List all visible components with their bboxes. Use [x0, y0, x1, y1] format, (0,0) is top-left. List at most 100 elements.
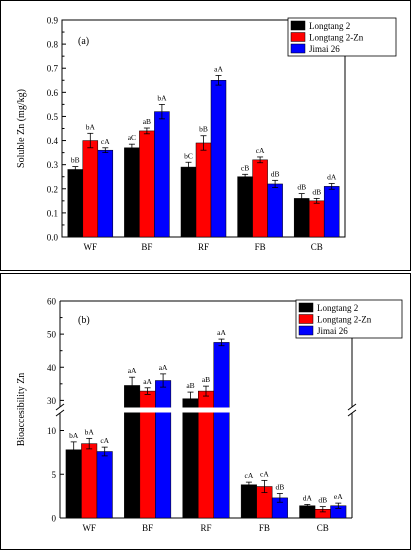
- y-tick-label-a: 0.0: [47, 233, 59, 243]
- legend-swatch-a: [290, 20, 306, 31]
- axis-break-mark-b: [55, 403, 65, 411]
- y-tick-label-a: 0.6: [47, 88, 59, 98]
- panel-label-b: (b): [78, 315, 90, 326]
- data-label-a: aB: [143, 117, 151, 126]
- y-tick-label-a: 0.1: [47, 208, 58, 218]
- bar-b: [65, 449, 82, 519]
- panel-b-chart: 30 40 50 60 0 5 10 Bioaccesibility Zn (b) WF bA bA c…: [16, 297, 403, 533]
- legend-box-b: [295, 299, 403, 339]
- bar-a: [124, 147, 140, 238]
- legend-swatch-b: [298, 325, 314, 336]
- bar-a: [323, 186, 340, 238]
- data-label-b: dB: [318, 496, 327, 505]
- bar-b: [81, 443, 98, 519]
- x-tick-label-a: CB: [311, 242, 323, 252]
- bar-a: [308, 200, 325, 238]
- data-label-b: bA: [85, 427, 95, 436]
- data-label-b: aB: [202, 375, 210, 384]
- y-tick-label-lower-b: 5: [52, 470, 57, 480]
- bar-a: [267, 183, 283, 238]
- legend-swatch-b: [298, 314, 314, 324]
- x-tick-label-b: CB: [317, 523, 329, 533]
- bar-a: [210, 80, 227, 238]
- data-label-b: cA: [100, 436, 109, 445]
- y-tick-label-lower-b: 10: [47, 426, 57, 436]
- axis-break-mark-b: [55, 409, 65, 417]
- data-label-a: cA: [256, 146, 265, 155]
- data-label-b: eA: [334, 492, 343, 501]
- panel-label-a: (a): [78, 36, 89, 47]
- bar-a: [82, 140, 99, 238]
- y-tick-label-upper-b: 30: [47, 396, 57, 406]
- data-label-a: dB: [297, 183, 306, 192]
- data-label-a: cA: [101, 137, 110, 146]
- data-label-b: dB: [276, 483, 285, 492]
- data-label-b: dA: [303, 493, 313, 502]
- data-label-b: aA: [159, 363, 168, 372]
- bar-a: [252, 159, 268, 238]
- data-label-a: aA: [214, 64, 223, 73]
- data-label-a: cB: [241, 163, 249, 172]
- legend-label-b: Longtang 2-Zn: [317, 315, 372, 325]
- bar-a: [237, 176, 253, 238]
- data-label-b: aA: [128, 366, 137, 375]
- bar-b: [96, 451, 113, 519]
- legend-label-a: Longtang 2-Zn: [309, 33, 364, 43]
- data-label-b: aB: [186, 381, 194, 390]
- y-axis-label-a: Soluble Zn (mg/kg): [16, 89, 27, 168]
- data-label-b: cA: [260, 469, 269, 478]
- x-tick-label-a: RF: [198, 242, 209, 252]
- legend-swatch-a: [290, 32, 306, 42]
- bar-b: [240, 484, 257, 519]
- legend-swatch-a: [290, 43, 306, 54]
- y-tick-label-upper-b: 60: [47, 297, 57, 307]
- axis-break-mark-b: [347, 403, 357, 411]
- bar-b: [182, 398, 199, 519]
- legend-label-b: Longtang 2: [317, 303, 358, 313]
- data-label-a: aC: [128, 133, 136, 142]
- legend-swatch-b: [298, 302, 314, 313]
- axis-break-gap-b: [54, 407, 358, 413]
- data-label-a: bB: [199, 125, 208, 134]
- data-label-a: bB: [71, 156, 80, 165]
- bar-b: [299, 505, 316, 519]
- data-label-a: bA: [157, 93, 167, 102]
- x-tick-label-a: WF: [84, 242, 98, 252]
- data-label-a: bC: [184, 151, 193, 160]
- bar-a: [67, 169, 84, 238]
- data-label-b: aA: [143, 377, 152, 386]
- y-tick-label-upper-b: 50: [47, 330, 57, 340]
- x-tick-label-a: FB: [255, 242, 266, 252]
- x-tick-label-b: BF: [142, 523, 153, 533]
- y-tick-label-a: 0.7: [47, 64, 59, 74]
- bar-b: [155, 380, 172, 519]
- y-tick-label-lower-b: 0: [52, 514, 57, 524]
- x-tick-label-b: FB: [259, 523, 270, 533]
- y-tick-label-a: 0.2: [47, 184, 58, 194]
- data-label-b: bA: [69, 431, 79, 440]
- y-tick-label-a: 0.5: [47, 112, 59, 122]
- bar-b: [124, 385, 141, 519]
- axis-break-mark-b: [347, 409, 357, 417]
- panel-a-chart: 0.0 0.1 0.2 0.3 0.4 0.5 0.6 0.7 0.8 0.9 Soluble Zn…: [16, 16, 397, 252]
- x-tick-label-b: RF: [200, 523, 211, 533]
- bar-b: [213, 342, 230, 519]
- data-label-a: dB: [271, 169, 280, 178]
- bar-a: [139, 130, 155, 238]
- y-tick-label-upper-b: 40: [47, 363, 57, 373]
- y-tick-label-a: 0.4: [47, 136, 59, 146]
- y-tick-label-a: 0.3: [47, 160, 59, 170]
- data-label-b: aA: [217, 328, 226, 337]
- x-tick-label-a: BF: [141, 242, 152, 252]
- legend-label-a: Jimai 26: [309, 44, 340, 54]
- y-tick-label-a: 0.8: [47, 40, 59, 50]
- bar-a: [97, 149, 114, 238]
- y-tick-label-a: 0.9: [47, 16, 59, 26]
- bar-a: [195, 142, 212, 238]
- data-label-a: bA: [86, 122, 96, 131]
- data-label-a: dB: [312, 187, 321, 196]
- bar-a: [293, 198, 310, 238]
- bar-a: [180, 166, 197, 238]
- legend-label-b: Jimai 26: [317, 326, 348, 336]
